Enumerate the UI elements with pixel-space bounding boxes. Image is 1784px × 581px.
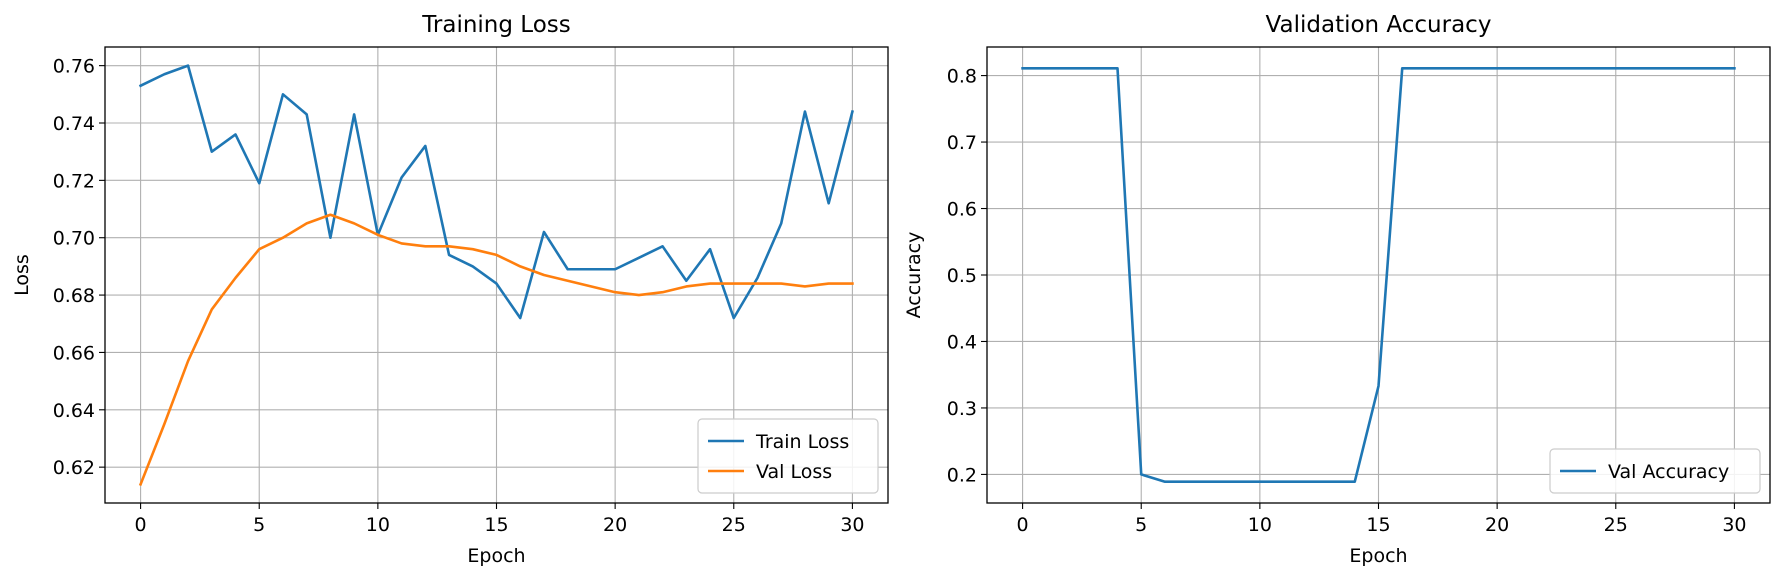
x-tick-label: 25 xyxy=(1604,514,1628,536)
y-tick-label: 0.8 xyxy=(947,66,977,88)
y-tick-label: 0.62 xyxy=(53,457,95,479)
x-axis-label: Epoch xyxy=(1349,545,1407,567)
axes-frame xyxy=(104,46,889,504)
validation-accuracy-panel: 0 5 10 15 20 25 30 0.2 0.3 0.4 0.5 0.6 0.7 0.8 Validat… xyxy=(903,12,1771,567)
x-tick-label: 15 xyxy=(484,514,508,536)
x-tick-label: 20 xyxy=(1485,514,1509,536)
legend-label: Train Loss xyxy=(755,431,849,453)
series-line-val-accuracy xyxy=(1021,66,1736,484)
x-tick-label: 25 xyxy=(722,514,746,536)
y-tick-label: 0.76 xyxy=(53,56,95,78)
y-axis-label: Accuracy xyxy=(903,232,925,319)
x-tick-label: 30 xyxy=(1722,514,1746,536)
x-tick-label: 10 xyxy=(1248,514,1272,536)
y-tick-label: 0.2 xyxy=(947,464,977,486)
x-tick-label: 5 xyxy=(1135,514,1147,536)
axes-frame xyxy=(986,46,1771,504)
legend-box xyxy=(697,418,879,494)
x-tick-label: 15 xyxy=(1366,514,1390,536)
y-tick-label: 0.74 xyxy=(53,113,95,135)
series-line-val-loss xyxy=(138,213,854,487)
y-tick-label: 0.5 xyxy=(947,265,977,287)
x-tick-label: 10 xyxy=(366,514,390,536)
y-tick-label: 0.72 xyxy=(53,170,95,192)
x-tick-label: 0 xyxy=(135,514,147,536)
y-tick-label: 0.7 xyxy=(947,132,977,154)
x-tick-label: 0 xyxy=(1017,514,1029,536)
chart-title: Validation Accuracy xyxy=(1266,12,1492,38)
x-tick-label: 30 xyxy=(840,514,864,536)
legend-label: Val Accuracy xyxy=(1608,461,1729,483)
y-tick-label: 0.3 xyxy=(947,398,977,420)
y-axis-label: Loss xyxy=(11,254,33,296)
y-tick-label: 0.4 xyxy=(947,331,977,353)
y-tick-label: 0.70 xyxy=(53,228,95,250)
y-tick-label: 0.68 xyxy=(53,285,95,307)
legend-box xyxy=(1549,448,1761,494)
x-tick-label: 5 xyxy=(253,514,265,536)
legend: Val Accuracy xyxy=(1549,448,1761,494)
legend: Train Loss Val Loss xyxy=(697,418,879,494)
training-loss-panel: 0 5 10 15 20 25 30 0.62 0.64 0.66 0.68 0.70 0.72 0.74… xyxy=(11,12,889,567)
chart-title: Training Loss xyxy=(421,12,571,38)
x-tick-label: 20 xyxy=(603,514,627,536)
y-tick-label: 0.66 xyxy=(53,342,95,364)
y-tick-label: 0.6 xyxy=(947,199,977,221)
y-tick-label: 0.64 xyxy=(53,400,95,422)
series-line-train-loss xyxy=(138,64,854,320)
legend-label: Val Loss xyxy=(756,461,832,483)
x-axis-label: Epoch xyxy=(467,545,525,567)
